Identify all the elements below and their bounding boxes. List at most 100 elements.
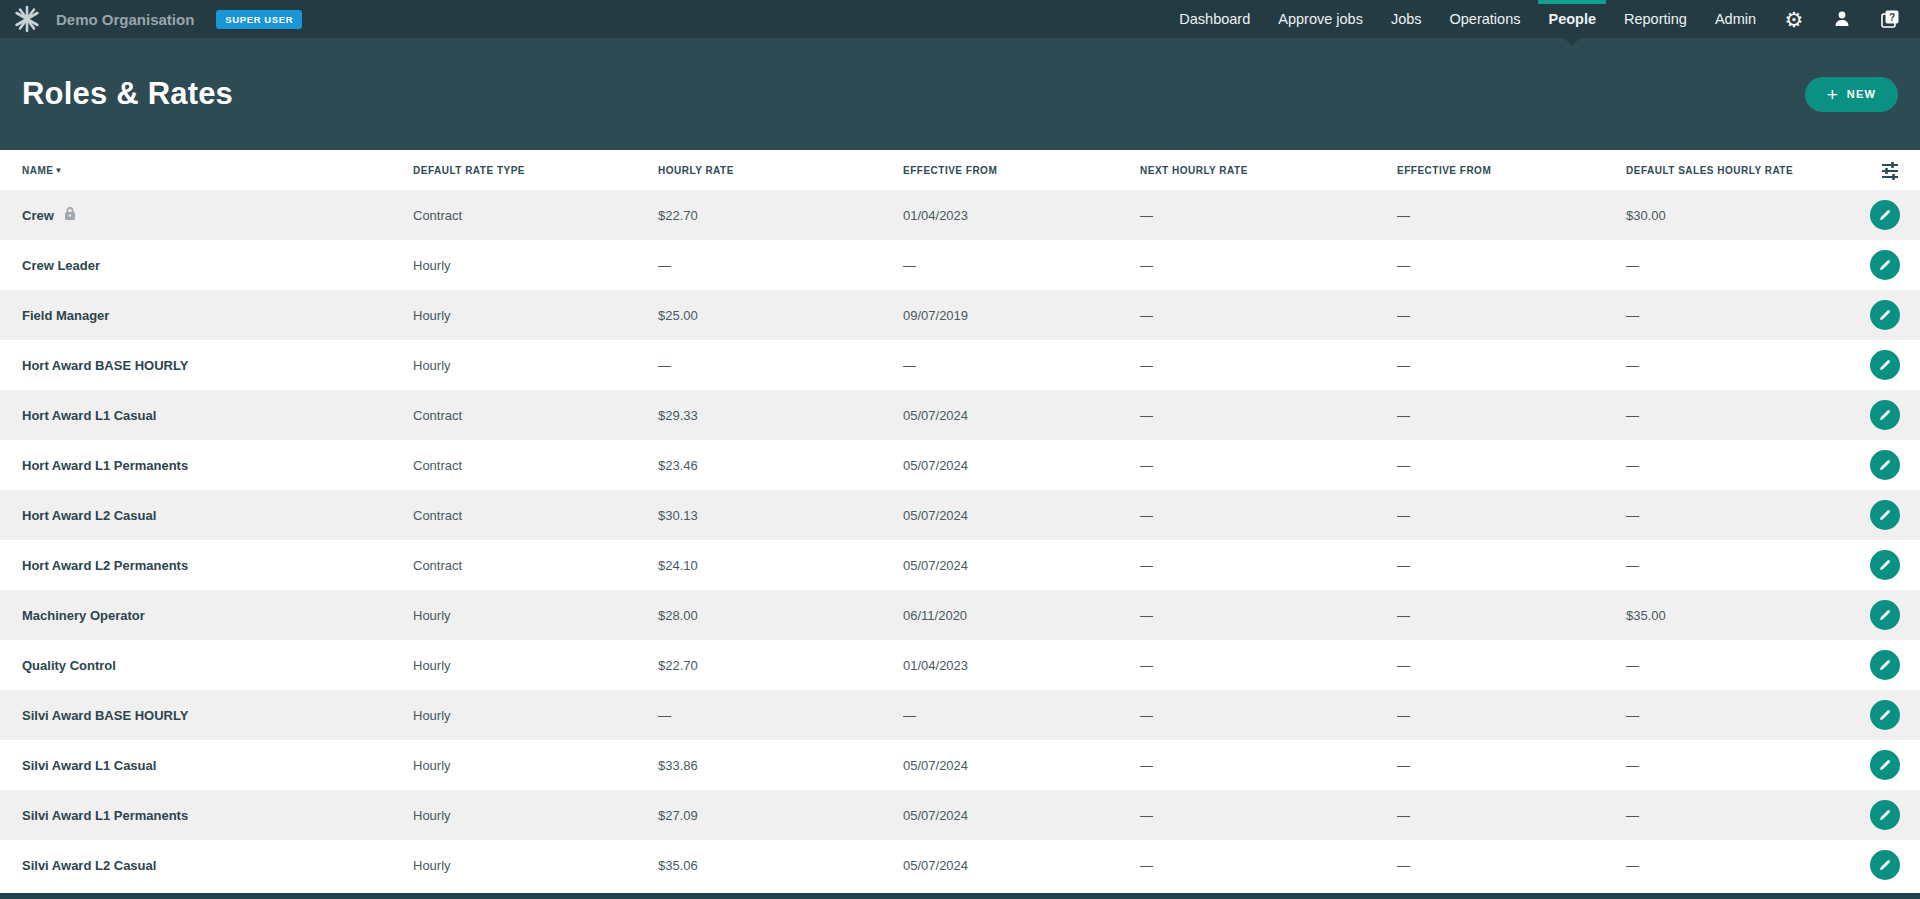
nav-item-jobs[interactable]: Jobs [1391,0,1422,38]
next-hourly-rate-cell: — [1140,508,1397,523]
table-row: Field Manager Hourly $25.00 09/07/2019 —… [0,290,1920,340]
edit-role-button[interactable] [1870,500,1900,530]
role-name: Hort Award BASE HOURLY [22,358,413,373]
next-effective-from-cell: — [1397,658,1626,673]
hourly-rate-cell: $29.33 [658,408,903,423]
effective-from-cell: — [903,258,1140,273]
default-sales-hourly-rate-cell: $30.00 [1626,208,1850,223]
new-role-button[interactable]: + NEW [1805,77,1898,112]
default-rate-type-cell: Hourly [413,758,658,773]
edit-role-button[interactable] [1870,750,1900,780]
hourly-rate-cell: $35.06 [658,858,903,873]
edit-role-button[interactable] [1870,350,1900,380]
default-rate-type-cell: Hourly [413,808,658,823]
column-header-next-hourly-rate[interactable]: NEXT HOURLY RATE [1140,165,1397,176]
column-header-hourly-rate[interactable]: HOURLY RATE [658,165,903,176]
next-effective-from-cell: — [1397,208,1626,223]
column-header-name[interactable]: NAME▼ [22,165,413,176]
effective-from-cell: 01/04/2023 [903,658,1140,673]
hourly-rate-cell: $30.13 [658,508,903,523]
edit-role-button[interactable] [1870,850,1900,880]
edit-role-button[interactable] [1870,600,1900,630]
next-effective-from-cell: — [1397,258,1626,273]
next-effective-from-cell: — [1397,608,1626,623]
table-row: Silvi Award BASE HOURLY Hourly — — — — — [0,690,1920,740]
nav-item-reporting[interactable]: Reporting [1624,0,1687,38]
new-button-label: NEW [1847,88,1876,100]
table-row: Silvi Award L1 Casual Hourly $33.86 05/0… [0,740,1920,790]
table-row: Machinery Operator Hourly $28.00 06/11/2… [0,590,1920,640]
effective-from-cell: 01/04/2023 [903,208,1140,223]
default-rate-type-cell: Hourly [413,658,658,673]
effective-from-cell: — [903,358,1140,373]
user-profile-icon[interactable] [1830,7,1854,31]
next-effective-from-cell: — [1397,358,1626,373]
edit-role-button[interactable] [1870,450,1900,480]
default-rate-type-cell: Hourly [413,608,658,623]
default-rate-type-cell: Contract [413,208,658,223]
effective-from-cell: 05/07/2024 [903,408,1140,423]
hourly-rate-cell: — [658,708,903,723]
nav-item-approve-jobs[interactable]: Approve jobs [1278,0,1363,38]
nav-item-admin[interactable]: Admin [1715,0,1756,38]
help-icon[interactable]: ? [1878,7,1902,31]
page-title: Roles & Rates [22,76,233,112]
table-header-row: NAME▼ DEFAULT RATE TYPE HOURLY RATE EFFE… [0,150,1920,190]
effective-from-cell: 05/07/2024 [903,458,1140,473]
effective-from-cell: 05/07/2024 [903,808,1140,823]
role-name: Machinery Operator [22,608,413,623]
column-header-default-rate-type[interactable]: DEFAULT RATE TYPE [413,165,658,176]
table-row: Hort Award L2 Permanents Contract $24.10… [0,540,1920,590]
top-navigation-bar: Demo Organisation SUPER USER Dashboard A… [0,0,1920,38]
column-header-effective-from[interactable]: EFFECTIVE FROM [903,165,1140,176]
edit-role-button[interactable] [1870,650,1900,680]
edit-role-button[interactable] [1870,200,1900,230]
lock-icon [63,206,77,224]
edit-role-button[interactable] [1870,700,1900,730]
hourly-rate-cell: $28.00 [658,608,903,623]
effective-from-cell: 09/07/2019 [903,308,1140,323]
default-sales-hourly-rate-cell: — [1626,458,1850,473]
next-effective-from-cell: — [1397,508,1626,523]
nav-item-dashboard[interactable]: Dashboard [1179,0,1250,38]
svg-text:?: ? [1889,12,1895,23]
nav-item-people[interactable]: People [1548,0,1596,38]
edit-role-button[interactable] [1870,800,1900,830]
default-rate-type-cell: Contract [413,458,658,473]
default-sales-hourly-rate-cell: — [1626,558,1850,573]
role-name: Silvi Award L2 Casual [22,858,413,873]
nav-item-operations[interactable]: Operations [1450,0,1521,38]
table-row: Crew Contract $22.70 01/04/2023 — — $30.… [0,190,1920,240]
app-logo-icon[interactable] [12,4,42,34]
default-rate-type-cell: Contract [413,408,658,423]
hourly-rate-cell: $22.70 [658,658,903,673]
page-header: Roles & Rates + NEW [0,38,1920,150]
next-hourly-rate-cell: — [1140,208,1397,223]
role-name: Hort Award L2 Casual [22,508,413,523]
default-rate-type-cell: Contract [413,508,658,523]
edit-role-button[interactable] [1870,250,1900,280]
edit-role-button[interactable] [1870,300,1900,330]
column-header-default-sales-hourly-rate[interactable]: DEFAULT SALES HOURLY RATE [1626,165,1850,176]
table-row: Hort Award L1 Permanents Contract $23.46… [0,440,1920,490]
next-effective-from-cell: — [1397,808,1626,823]
table-row: Hort Award BASE HOURLY Hourly — — — — — [0,340,1920,390]
settings-gear-icon[interactable]: ⚙ [1782,7,1806,31]
column-settings-icon[interactable] [1850,158,1920,182]
next-effective-from-cell: — [1397,458,1626,473]
column-header-next-effective-from[interactable]: EFFECTIVE FROM [1397,165,1626,176]
default-sales-hourly-rate-cell: — [1626,408,1850,423]
edit-role-button[interactable] [1870,550,1900,580]
table-row: Silvi Award L1 Permanents Hourly $27.09 … [0,790,1920,840]
next-hourly-rate-cell: — [1140,758,1397,773]
next-hourly-rate-cell: — [1140,358,1397,373]
role-name: Silvi Award L1 Casual [22,758,413,773]
super-user-badge: SUPER USER [216,10,302,29]
role-name: Quality Control [22,658,413,673]
hourly-rate-cell: $33.86 [658,758,903,773]
effective-from-cell: 06/11/2020 [903,608,1140,623]
next-hourly-rate-cell: — [1140,558,1397,573]
next-effective-from-cell: — [1397,758,1626,773]
edit-role-button[interactable] [1870,400,1900,430]
role-name: Hort Award L1 Permanents [22,458,413,473]
